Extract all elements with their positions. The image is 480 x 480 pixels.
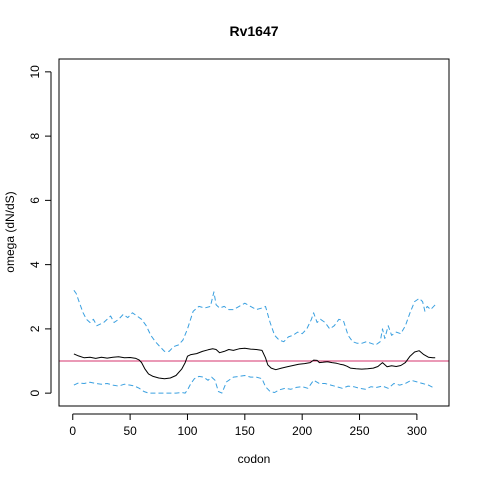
omega-estimate-line — [73, 347, 436, 380]
upper-bound-line — [73, 290, 436, 352]
y-tick-label: 10 — [28, 65, 42, 79]
y-tick-label: 6 — [28, 197, 42, 204]
y-tick-label: 8 — [28, 132, 42, 139]
x-tick-label: 250 — [350, 424, 370, 438]
y-axis-label: omega (dN/dS) — [3, 191, 17, 272]
y-tick-label: 4 — [28, 261, 42, 268]
plot-frame — [58, 58, 450, 407]
y-tick-label: 2 — [28, 325, 42, 332]
chart-title: Rv1647 — [229, 23, 278, 39]
x-tick-label: 150 — [235, 424, 255, 438]
axes: 0 50 100 150 200 250 300 0 2 4 6 8 10 — [28, 65, 427, 438]
lower-bound-line — [73, 375, 436, 394]
x-tick-label: 200 — [292, 424, 312, 438]
x-tick-label: 0 — [69, 424, 76, 438]
y-tick-label: 0 — [28, 389, 42, 396]
x-tick-label: 300 — [407, 424, 427, 438]
series-group — [73, 290, 436, 394]
x-tick-label: 50 — [123, 424, 137, 438]
x-tick-label: 100 — [177, 424, 197, 438]
x-axis-label: codon — [238, 452, 271, 466]
